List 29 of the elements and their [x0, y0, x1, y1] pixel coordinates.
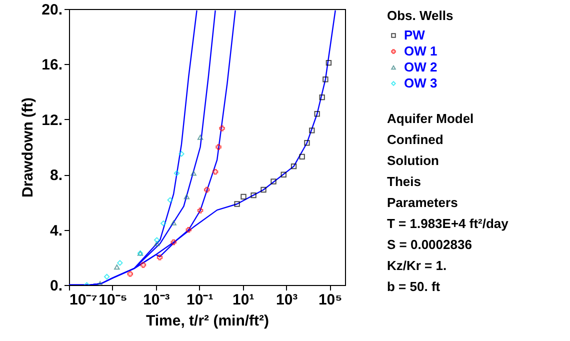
x-tick-label: 10¹ [232, 292, 254, 308]
y-tick-label: 4. [50, 222, 62, 240]
legend-title: Obs. Wells [387, 8, 454, 23]
text: S = 0.0002836 [387, 236, 473, 254]
text: Parameters [387, 194, 459, 212]
legend-label: OW 3 [404, 76, 438, 90]
text: Aquifer Model [387, 110, 475, 128]
y-tick-label: 0. [50, 278, 62, 294]
text: Theis [387, 173, 422, 191]
y-tick-label: 12. [42, 112, 62, 129]
y-axis-title: Drawdown (ft) [20, 98, 37, 198]
x-axis-title: Time, t/r² (min/ft²) [146, 312, 270, 330]
x-tick-label: 10³ [276, 292, 298, 308]
text: T = 1.983E+4 ft²/day [387, 215, 508, 233]
y-tick-label: 8. [50, 167, 62, 184]
legend-label: OW 2 [404, 60, 438, 74]
text: Solution [387, 152, 440, 170]
y-tick-label: 16. [42, 56, 62, 74]
legend-label: OW 1 [404, 44, 438, 58]
x-tick-label: 10⁻⁵ [98, 292, 128, 308]
text: Confined [387, 131, 444, 149]
x-tick-label: 10⁵ [318, 292, 342, 308]
text: Kz/Kr = 1. [387, 257, 448, 275]
text: b = 50. ft [387, 278, 442, 296]
x-tick-label: 10⁻⁷ [70, 292, 98, 308]
y-tick-label: 20. [42, 2, 62, 18]
x-tick-label: 10⁻³ [143, 292, 170, 308]
legend-label: PW [404, 28, 426, 42]
x-tick-label: 10⁻¹ [186, 292, 214, 308]
